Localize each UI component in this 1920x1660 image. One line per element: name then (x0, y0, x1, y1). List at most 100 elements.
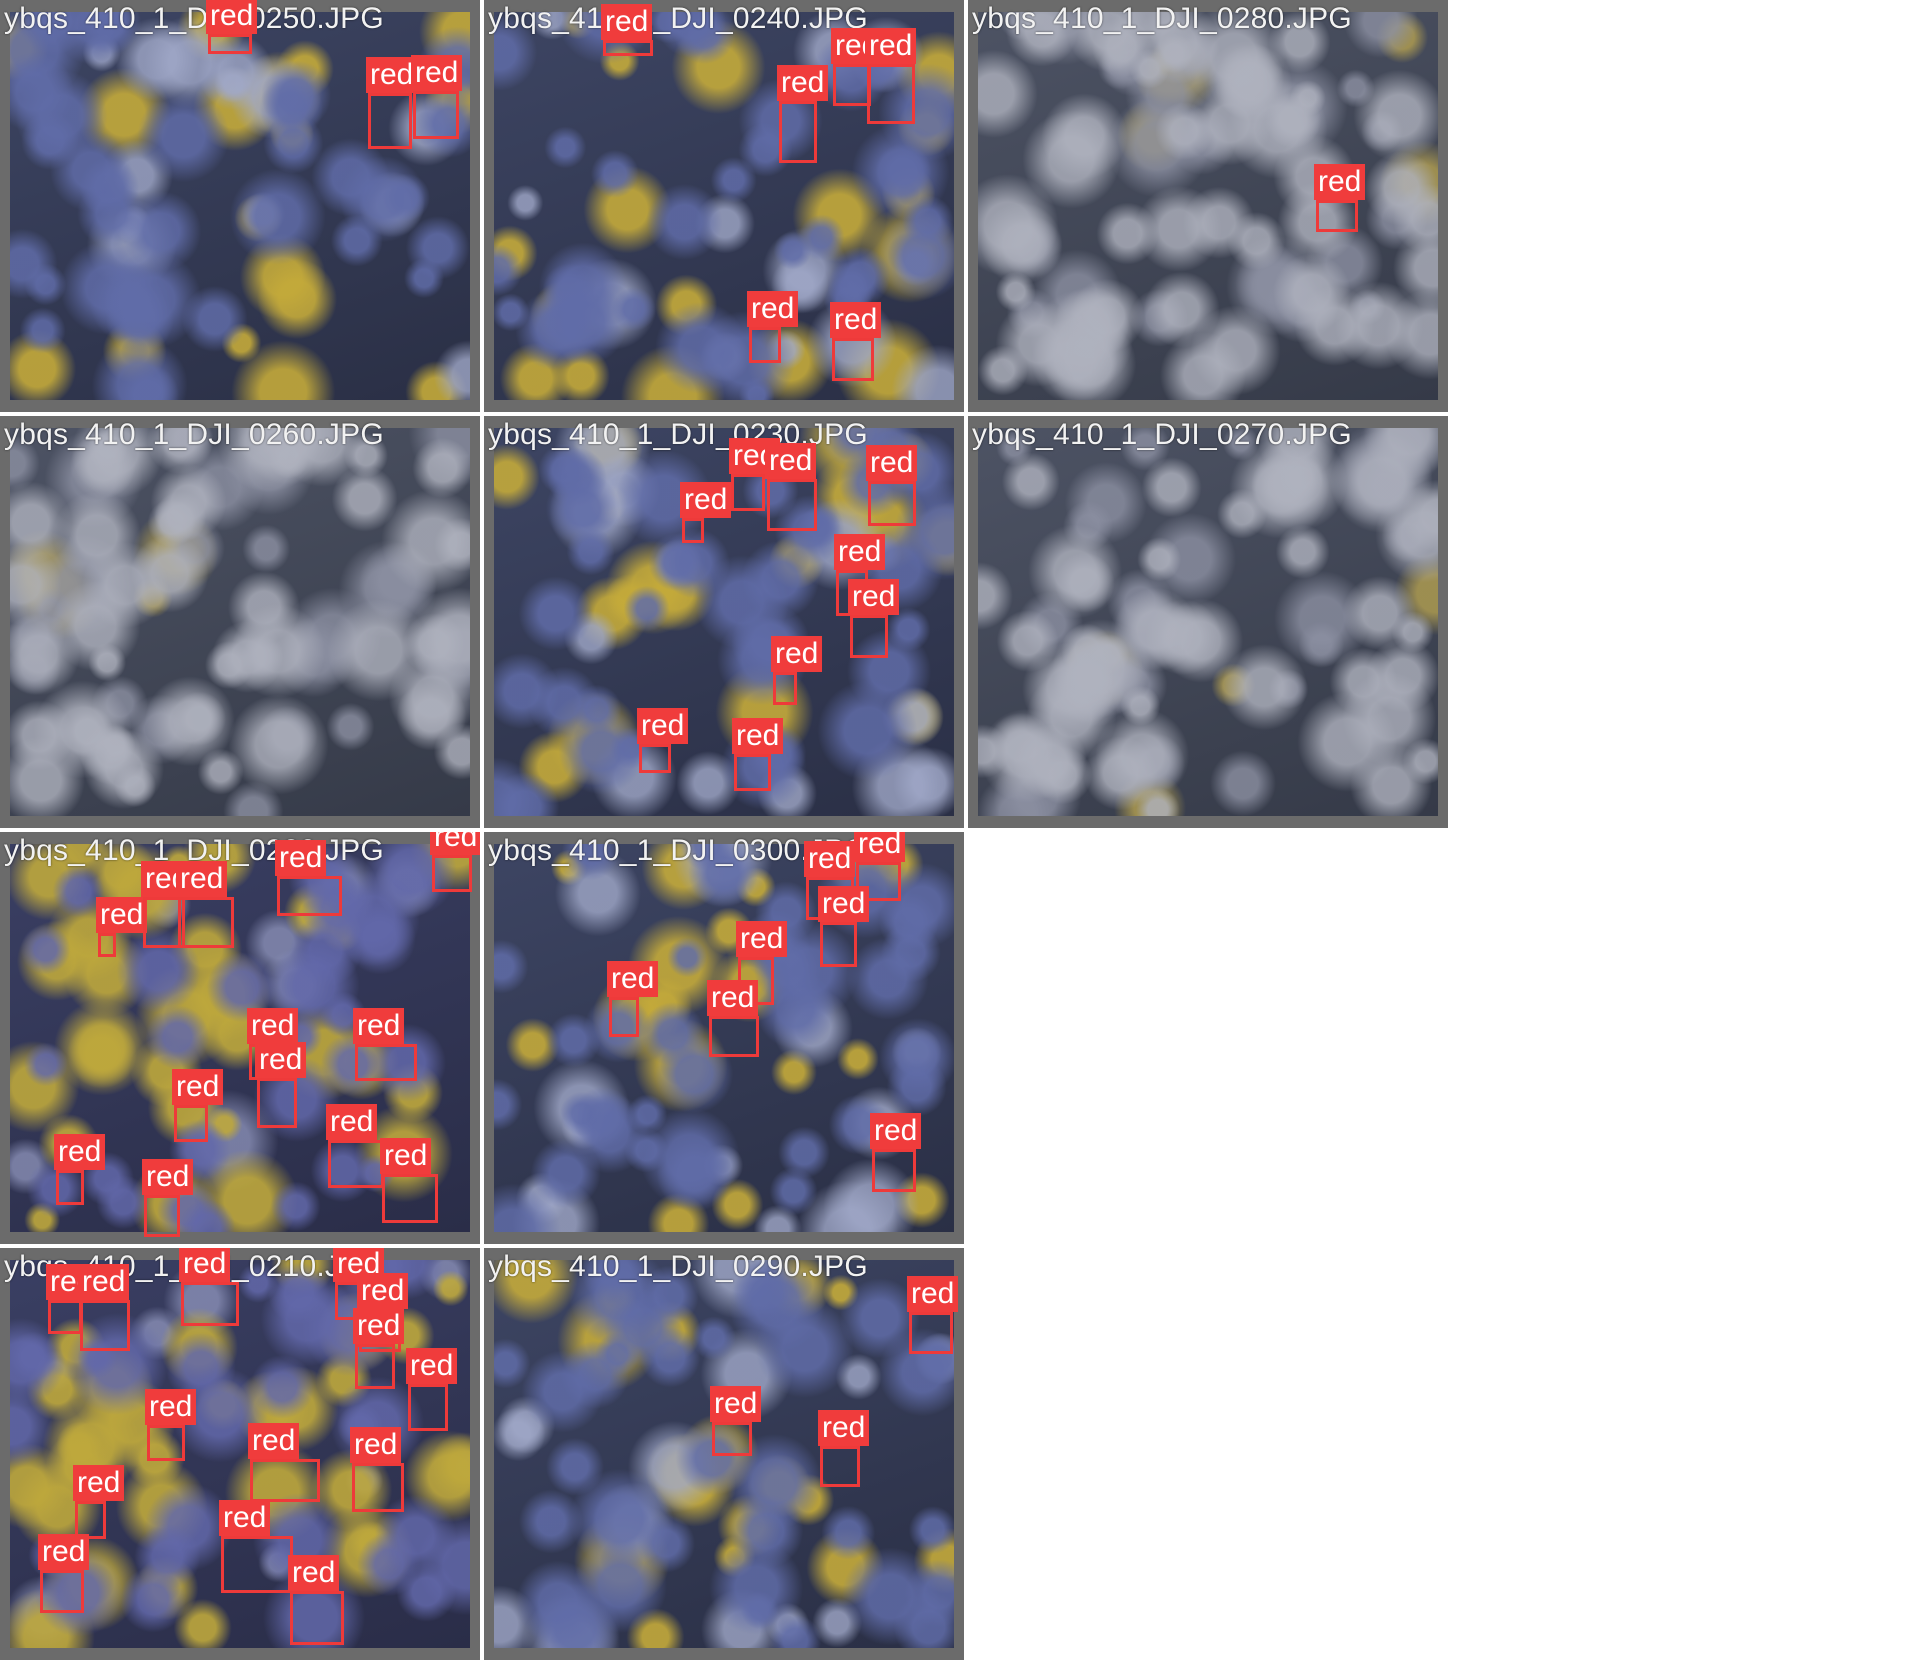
detection-label: red (145, 1389, 197, 1425)
detection: red (172, 1069, 224, 1142)
detection-label: red (637, 708, 689, 744)
detection-label: red (430, 832, 480, 855)
detection-label: red (380, 1138, 432, 1174)
detection-label: red (601, 4, 653, 40)
bounding-box (820, 922, 857, 967)
detection-label: red (219, 1500, 271, 1536)
detection: red (353, 1308, 405, 1389)
detection: red (78, 1264, 130, 1351)
bounding-box (779, 101, 817, 163)
detection: red (732, 718, 784, 791)
detection-label: red (206, 0, 258, 34)
bounding-box (174, 1105, 208, 1142)
bounding-box (867, 64, 915, 124)
bounding-box (682, 518, 704, 543)
detection-label: red (732, 718, 784, 754)
bounding-box (1316, 200, 1358, 232)
detection: red (707, 980, 759, 1057)
detection: red (865, 28, 917, 124)
detection-label: red (736, 921, 788, 957)
bounding-box (328, 1140, 384, 1188)
detection-label: red (830, 302, 882, 338)
bounding-box (413, 91, 459, 139)
bounding-box (767, 479, 817, 531)
tile-filename: ybqs_410_1_DJI_0260.JPG (4, 418, 384, 451)
bounding-box (773, 672, 797, 705)
detection: red (818, 1410, 870, 1487)
detection-label: red (870, 1113, 922, 1149)
image-tile: ybqs_410_1_DJI_0260.JPG (0, 416, 480, 828)
bounding-box (408, 1384, 448, 1431)
detection-label: red (907, 1276, 959, 1312)
bounding-box (143, 897, 185, 948)
bounding-box (833, 64, 871, 106)
detection-label: red (707, 980, 759, 1016)
bounding-box (290, 1591, 344, 1645)
detection: red (771, 636, 823, 705)
bounding-box (257, 1078, 297, 1128)
detection: red (46, 1264, 98, 1334)
bounding-box (56, 1170, 84, 1205)
tile-filename: ybqs_410_1_DJI_0250.JPG (4, 2, 384, 35)
detection: red (848, 579, 900, 658)
detection: red (907, 1276, 959, 1354)
detection-label: red (255, 1042, 307, 1078)
bounding-box (856, 862, 901, 901)
detection: red (637, 708, 689, 773)
bounding-box (144, 1195, 180, 1237)
detection: red (818, 886, 870, 967)
detection: red (747, 291, 799, 363)
detection: red (38, 1534, 90, 1613)
bounding-box (48, 1300, 82, 1334)
detection: red (73, 1465, 125, 1539)
detection-label: red (357, 1273, 409, 1309)
bounding-box (850, 615, 888, 658)
detection: red (854, 832, 906, 901)
detection-mosaic: ybqs_410_1_DJI_0250.JPG red red red ybqs_410… (0, 0, 1448, 1660)
detection-label: red (78, 1264, 130, 1300)
detection-label: red (1314, 164, 1366, 200)
bounding-box (221, 1536, 293, 1593)
detection: red (430, 832, 480, 892)
detection-label: red (326, 1104, 378, 1140)
detection: red (248, 1423, 320, 1502)
detection-label: red (865, 28, 917, 64)
bounding-box (382, 1174, 438, 1223)
detection-label: red (366, 57, 418, 93)
detection-label: red (777, 65, 829, 101)
detection: red (179, 1248, 239, 1326)
bounding-box (603, 40, 653, 56)
detection: red (142, 1159, 194, 1237)
detection-label: red (747, 291, 799, 327)
image-tile: ybqs_410_1_DJI_0230.JPG red red red red red re… (484, 416, 964, 828)
detection-label: red (411, 55, 463, 91)
detection-label: red (710, 1386, 762, 1422)
bounding-box (147, 1425, 185, 1461)
bounding-box (181, 1282, 239, 1326)
detection: red (777, 65, 829, 163)
detection: red (680, 482, 732, 543)
detection-label: red (96, 897, 148, 933)
bounding-box (277, 876, 342, 916)
detection-label: red (73, 1465, 125, 1501)
detection-label: red (771, 636, 823, 672)
detection: red (406, 1348, 458, 1431)
bounding-box (355, 1344, 395, 1389)
bounding-box (749, 327, 781, 363)
detection: red (870, 1113, 922, 1192)
detection: red (54, 1134, 106, 1205)
detection-label: red (172, 1069, 224, 1105)
bounding-box (80, 1300, 130, 1351)
detection: red (219, 1500, 293, 1593)
detection-label: red (176, 861, 228, 897)
detection: red (96, 897, 148, 957)
aerial-photo (494, 844, 954, 1232)
tile-filename: ybqs_410_1_DJI_0290.JPG (488, 1250, 868, 1283)
aerial-photo (10, 428, 470, 816)
detection-label: red (854, 832, 906, 862)
detection: red (765, 443, 817, 531)
image-tile: ybqs_410_1_DJI_0240.JPG red red red red red re… (484, 0, 964, 412)
detection-label: red (804, 841, 856, 877)
bounding-box (909, 1312, 953, 1354)
